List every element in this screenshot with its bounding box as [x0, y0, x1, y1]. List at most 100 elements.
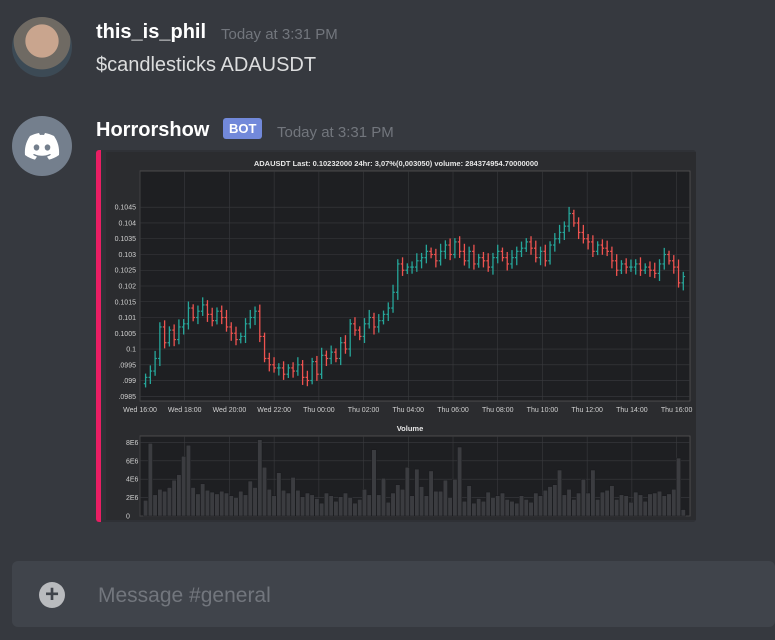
candlestick [367, 309, 372, 329]
candlestick [329, 345, 333, 365]
message-input[interactable] [96, 579, 760, 613]
candlestick [595, 241, 600, 256]
candlestick [462, 243, 467, 266]
volume-bar [523, 499, 529, 517]
candlestick [362, 318, 367, 344]
volume-bar [676, 457, 681, 517]
volume-bar [152, 494, 158, 517]
volume-bar [481, 501, 486, 517]
volume-bar [143, 500, 148, 517]
volume-bar [647, 493, 653, 517]
candlestick [191, 304, 195, 322]
candlestick [419, 252, 424, 269]
candlestick [486, 253, 490, 272]
volume-bar [243, 494, 248, 517]
candlestick [400, 257, 405, 276]
candlestick [581, 224, 586, 244]
volume-y-tick-label: 2E6 [126, 495, 139, 502]
volume-bar [433, 490, 439, 517]
bot-avatar[interactable] [12, 116, 72, 176]
volume-bar [233, 497, 239, 517]
candlestick [372, 312, 376, 335]
volume-bar [571, 499, 577, 517]
candlestick [557, 224, 562, 244]
candlestick [296, 357, 300, 376]
volume-bar [314, 498, 320, 517]
candlestick [662, 247, 667, 270]
candlestick-chart-image[interactable]: ADAUSDT Last: 0.10232000 24hr: 3,07%(0,0… [106, 152, 696, 521]
candlestick [648, 261, 652, 277]
message-username[interactable]: this_is_phil [96, 21, 207, 43]
volume-bar [219, 490, 225, 517]
volume-bar [166, 487, 172, 517]
x-tick-label: Thu 14:00 [616, 407, 648, 414]
candlestick [434, 248, 438, 268]
candlestick [224, 309, 229, 332]
y-tick-label: .0995 [118, 362, 136, 369]
candlestick [481, 251, 486, 268]
volume-bar [257, 439, 263, 517]
candlestick [500, 247, 505, 262]
candlestick [524, 238, 529, 252]
add-attachment-button[interactable]: + [39, 582, 65, 608]
volume-bar [324, 492, 329, 517]
volume-bar [419, 486, 424, 517]
volume-bar [414, 468, 420, 517]
volume-bar [309, 494, 315, 517]
volume-bar [404, 467, 410, 517]
message-composer: + [12, 561, 775, 627]
candlestick [334, 348, 338, 363]
x-tick-label: Wed 22:00 [257, 407, 291, 414]
volume-bar [528, 502, 534, 517]
volume-bar [485, 491, 491, 517]
candlestick [234, 326, 238, 346]
chart-title: ADAUSDT Last: 0.10232000 24hr: 3,07%(0,0… [254, 159, 538, 168]
volume-bar [381, 478, 386, 517]
y-tick-label: 0.1045 [115, 205, 137, 212]
y-tick-label: 0.102 [118, 284, 136, 291]
volume-bar [438, 490, 444, 517]
candlestick [177, 319, 181, 345]
candlestick [172, 324, 176, 347]
message-embed: ADAUSDT Last: 0.10232000 24hr: 3,07%(0,0… [96, 150, 696, 522]
x-tick-label: Wed 20:00 [213, 407, 247, 414]
volume-bar [195, 493, 201, 517]
y-tick-label: 0.104 [118, 220, 136, 227]
volume-bar [428, 470, 434, 517]
candlestick [519, 241, 524, 258]
candlestick [353, 317, 357, 336]
message-timestamp: Today at 3:31 PM [277, 124, 394, 141]
candlestick [405, 263, 410, 275]
volume-bar [347, 497, 353, 517]
volume-bar [442, 479, 448, 517]
candlestick [671, 255, 676, 274]
volume-bar [205, 490, 210, 517]
volume-bar [304, 492, 310, 517]
y-tick-label: 0.1015 [115, 299, 137, 306]
volume-bar [462, 501, 467, 517]
candlestick [210, 307, 215, 327]
volume-bar [362, 489, 367, 517]
candlestick [438, 243, 443, 266]
candlestick [586, 234, 590, 250]
candlestick [324, 350, 329, 367]
volume-bar [276, 472, 282, 517]
volume-bar [238, 490, 244, 517]
candlestick [148, 365, 153, 384]
candlestick [357, 326, 362, 341]
candlestick [376, 314, 381, 333]
message-content: $candlesticks ADAUSDT [96, 54, 317, 76]
candlestick [386, 302, 391, 321]
candlestick [291, 362, 295, 378]
candlestick [553, 233, 557, 252]
candlestick [457, 236, 462, 258]
user-avatar[interactable] [12, 17, 72, 77]
candlestick [410, 261, 414, 274]
volume-bar [633, 491, 639, 517]
candlestick [453, 238, 457, 259]
y-tick-label: 0.1035 [115, 236, 137, 243]
volume-bar [595, 499, 601, 517]
volume-bar [266, 489, 272, 517]
volume-bar [657, 490, 662, 517]
message-username[interactable]: Horrorshow [96, 119, 210, 141]
